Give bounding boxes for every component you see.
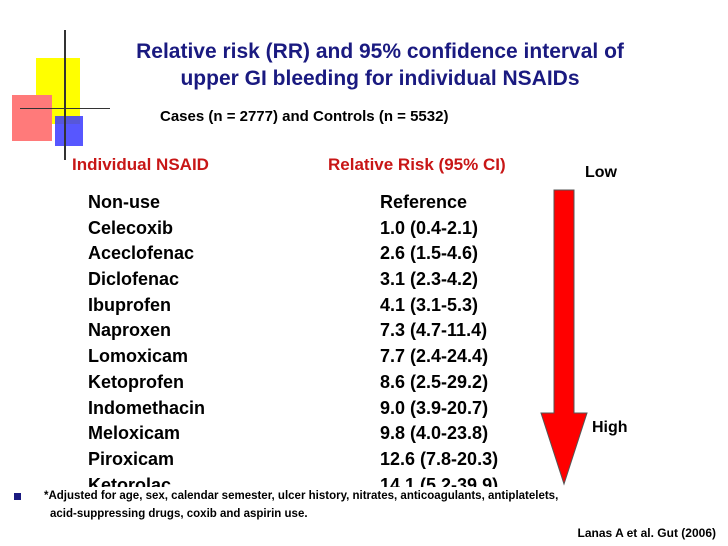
header-relative-risk: Relative Risk (95% CI) xyxy=(328,155,506,174)
table-row: Non-use Reference xyxy=(88,192,548,218)
table-row: Meloxicam 9.8 (4.0-23.8) xyxy=(88,423,548,449)
drug-name: Diclofenac xyxy=(88,269,180,290)
deco-red-square xyxy=(12,95,52,141)
title-line-1: Relative risk (RR) and 95% confidence in… xyxy=(136,40,624,63)
footnote-line-1: *Adjusted for age, sex, calendar semeste… xyxy=(44,490,559,502)
nsaid-table: Non-use Reference Celecoxib 1.0 (0.4-2.1) … xyxy=(88,192,548,500)
relative-risk: 7.3 (4.7-11.4) xyxy=(380,320,488,341)
drug-name: Ketoprofen xyxy=(88,371,184,392)
table-row: Piroxicam 12.6 (7.8-20.3) xyxy=(88,449,548,475)
drug-name: Aceclofenac xyxy=(88,243,195,264)
citation: Lanas A et al. Gut (2006) xyxy=(577,526,717,540)
table-row: Aceclofenac 2.6 (1.5-4.6) xyxy=(88,243,548,269)
table-row: Ketoprofen 8.6 (2.5-29.2) xyxy=(88,372,548,398)
drug-name: Ibuprofen xyxy=(88,294,171,315)
table-row: Ibuprofen 4.1 (3.1-5.3) xyxy=(88,295,548,321)
drug-name: Celecoxib xyxy=(88,217,174,238)
deco-horizontal-line xyxy=(20,108,110,109)
relative-risk: Reference xyxy=(380,192,468,212)
page-title: Relative risk (RR) and 95% confidence in… xyxy=(95,38,665,92)
relative-risk: 1.0 (0.4-2.1) xyxy=(380,217,479,238)
table-row: Celecoxib 1.0 (0.4-2.1) xyxy=(88,218,548,244)
relative-risk: 4.1 (3.1-5.3) xyxy=(380,294,479,315)
table-row: Indomethacin 9.0 (3.9-20.7) xyxy=(88,398,548,424)
relative-risk: 7.7 (2.4-24.4) xyxy=(380,346,489,367)
risk-arrow-icon xyxy=(540,189,588,486)
relative-risk: 12.6 (7.8-20.3) xyxy=(380,448,499,469)
arrow-high-label: High xyxy=(592,419,628,436)
footnote: *Adjusted for age, sex, calendar semeste… xyxy=(44,487,563,523)
relative-risk: 3.1 (2.3-4.2) xyxy=(380,269,479,290)
relative-risk: 9.8 (4.0-23.8) xyxy=(380,423,489,444)
relative-risk: 9.0 (3.9-20.7) xyxy=(380,397,489,418)
deco-blue-square xyxy=(55,116,83,146)
drug-name: Piroxicam xyxy=(88,448,175,469)
subtitle: Cases (n = 2777) and Controls (n = 5532) xyxy=(160,108,449,125)
drug-name: Naproxen xyxy=(88,320,172,341)
header-individual-nsaid: Individual NSAID xyxy=(72,155,209,174)
relative-risk: 8.6 (2.5-29.2) xyxy=(380,371,489,392)
table-row: Naproxen 7.3 (4.7-11.4) xyxy=(88,320,548,346)
deco-vertical-line xyxy=(64,30,66,160)
title-line-2: upper GI bleeding for individual NSAIDs xyxy=(180,67,580,90)
drug-name: Lomoxicam xyxy=(88,346,189,367)
drug-name: Non-use xyxy=(88,192,160,212)
arrow-low-label: Low xyxy=(585,164,617,181)
bullet-icon xyxy=(14,493,21,500)
table-row: Diclofenac 3.1 (2.3-4.2) xyxy=(88,269,548,295)
relative-risk: 2.6 (1.5-4.6) xyxy=(380,243,479,264)
table-row: Lomoxicam 7.7 (2.4-24.4) xyxy=(88,346,548,372)
drug-name: Meloxicam xyxy=(88,423,181,444)
drug-name: Indomethacin xyxy=(88,397,206,418)
footnote-line-2: acid-suppressing drugs, coxib and aspiri… xyxy=(50,508,308,520)
